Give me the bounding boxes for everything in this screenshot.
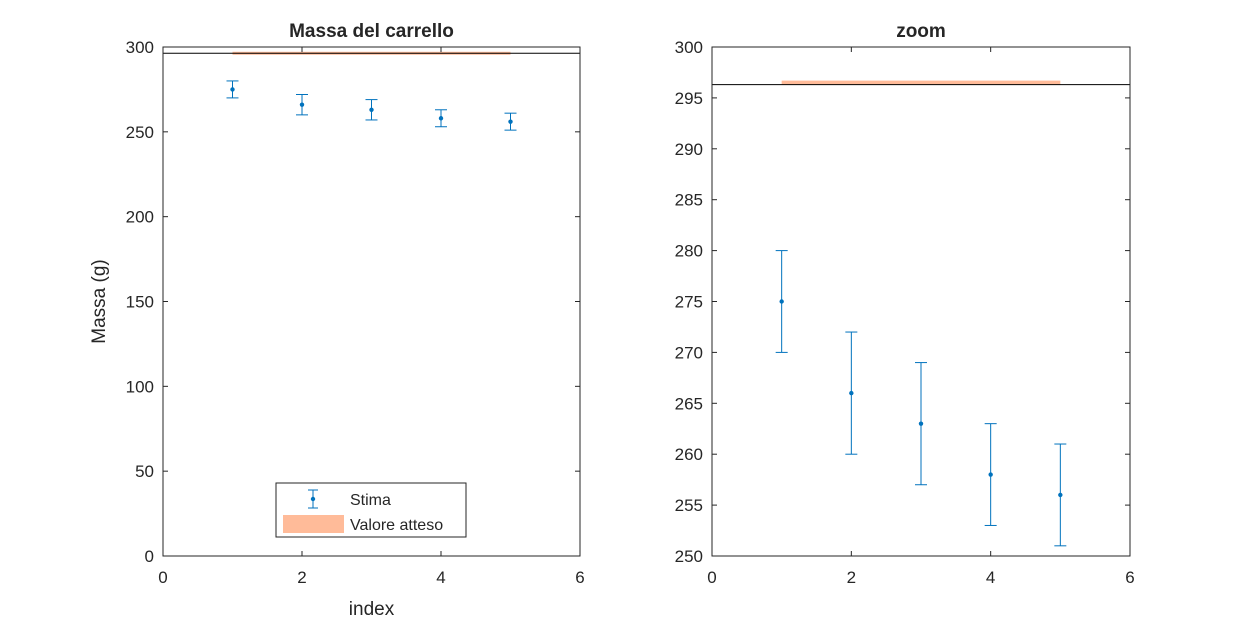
chart-title: Massa del carrello xyxy=(289,21,454,42)
data-point xyxy=(779,299,784,304)
expected-value-band xyxy=(781,80,1061,85)
errorbar-point xyxy=(296,94,308,116)
x-tick-label: 6 xyxy=(575,568,584,587)
data-point xyxy=(369,107,374,112)
errorbar-point xyxy=(435,109,447,128)
x-tick-label: 2 xyxy=(297,568,306,587)
x-tick-label: 0 xyxy=(158,568,167,587)
x-tick-label: 0 xyxy=(707,568,716,587)
x-tick-label: 4 xyxy=(436,568,445,587)
y-tick-label: 280 xyxy=(675,242,703,261)
y-tick-label: 250 xyxy=(675,547,703,566)
x-tick-label: 6 xyxy=(1125,568,1134,587)
data-point xyxy=(988,472,993,477)
legend: Stima Valore atteso xyxy=(275,482,467,538)
y-tick-label: 300 xyxy=(126,38,154,57)
plot-area xyxy=(163,47,580,556)
y-tick-label: 255 xyxy=(675,496,703,515)
data-point xyxy=(508,119,513,124)
data-point xyxy=(438,116,444,121)
x-tick-label: 2 xyxy=(847,568,856,587)
chart-title: zoom xyxy=(896,21,946,42)
y-tick-label: 295 xyxy=(675,89,703,108)
y-tick-label: 270 xyxy=(675,343,703,362)
errorbar-point xyxy=(504,112,517,131)
legend-label: Valore atteso xyxy=(350,517,443,534)
y-tick-label: 150 xyxy=(126,293,154,312)
y-axis-label: Massa (g) xyxy=(89,259,110,343)
data-point xyxy=(849,390,854,396)
y-tick-label: 300 xyxy=(675,38,703,57)
y-tick-label: 200 xyxy=(126,208,154,227)
errorbar-point xyxy=(1054,443,1067,547)
legend-label: Stima xyxy=(350,492,391,509)
y-tick-label: 275 xyxy=(675,293,703,312)
y-tick-label: 0 xyxy=(145,547,154,566)
chart-panel-main: 0 2 4 6 0 50 100 150 200 250 300 Massa del carrello… xyxy=(89,21,585,620)
x-tick-label: 4 xyxy=(986,568,995,587)
errorbar-point xyxy=(915,362,927,486)
data-point xyxy=(230,87,235,92)
y-tick-label: 50 xyxy=(135,462,154,481)
errorbar-point xyxy=(984,423,997,526)
y-tick-label: 100 xyxy=(126,377,154,396)
y-tick-label: 260 xyxy=(675,445,703,464)
data-point xyxy=(918,421,924,426)
errorbar-point xyxy=(775,250,788,353)
y-tick-label: 285 xyxy=(675,191,703,210)
data-point xyxy=(1058,492,1063,498)
data-point xyxy=(299,102,305,107)
legend-band-swatch xyxy=(283,515,344,533)
y-tick-label: 250 xyxy=(126,123,154,142)
legend-point-icon xyxy=(310,496,316,502)
chart-panel-zoom: 0 2 4 6 250 255 260 265 270 275 280 285 290 295 300 zoo… xyxy=(675,21,1135,587)
y-tick-label: 265 xyxy=(675,394,703,413)
y-tick-label: 290 xyxy=(675,140,703,159)
x-axis-label: index xyxy=(349,599,395,620)
errorbar-point xyxy=(365,99,378,121)
errorbar-point xyxy=(845,331,858,455)
errorbar-point xyxy=(226,80,239,99)
